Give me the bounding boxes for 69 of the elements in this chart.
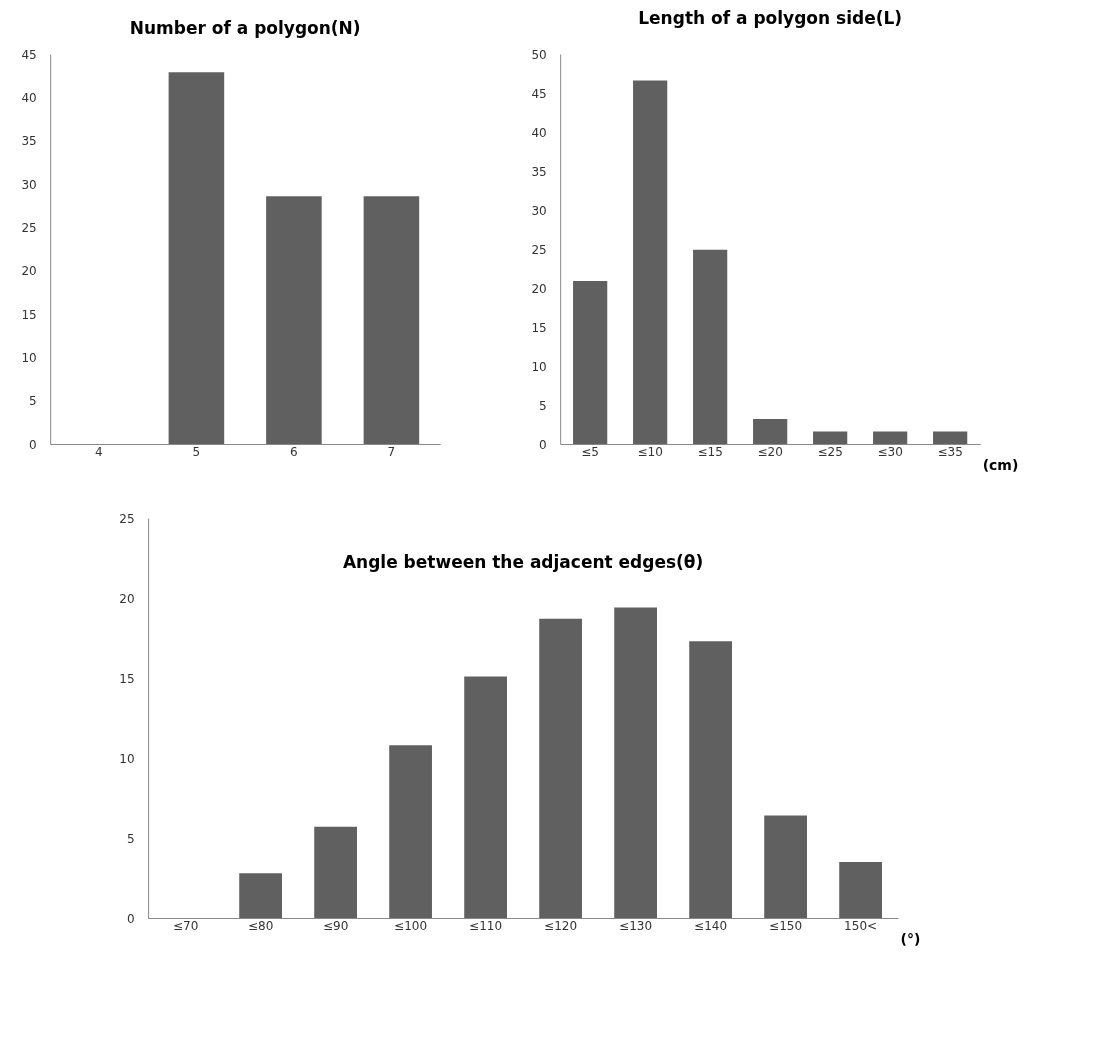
y-tick-label: 30 [21, 177, 37, 192]
y-tick-label: 15 [21, 307, 37, 322]
x-tick-label: ≤70 [172, 918, 199, 933]
text: Angle between the adjacent edges(θ) [342, 552, 704, 572]
y-tick-label: 15 [531, 320, 547, 335]
x-tick-label: ≤35 [937, 444, 963, 459]
y-tick-label: 25 [119, 511, 135, 526]
x-tick-label: ≤150 [769, 918, 803, 933]
y-tick-label: 15 [119, 671, 135, 686]
x-axis-title: (°) [900, 930, 921, 947]
y-tick-label: 5 [29, 394, 37, 409]
bar [464, 676, 507, 918]
x-tick-label: 150< [844, 918, 878, 933]
bar [539, 618, 582, 918]
x-tick-label: ≤80 [247, 918, 274, 933]
y-tick-label: 25 [531, 242, 547, 257]
y-tick-label: 20 [21, 264, 37, 279]
x-tick-label: ≤20 [757, 444, 783, 459]
y-tick-label: 10 [531, 359, 547, 374]
x-tick-label: 6 [290, 444, 298, 459]
y-tick-label: 25 [21, 220, 37, 235]
x-tick-label: ≤15 [697, 444, 723, 459]
y-tick-label: 5 [126, 831, 135, 846]
bar [614, 607, 657, 918]
x-tick-label: ≤30 [877, 444, 903, 459]
y-tick-label: 10 [21, 350, 37, 365]
x-tick-label: ≤130 [619, 918, 653, 933]
bar [573, 280, 608, 444]
x-tick-label: 5 [192, 444, 201, 459]
x-tick-label: ≤120 [544, 918, 578, 933]
bar [753, 419, 788, 444]
y-tick-label: 5 [539, 398, 547, 413]
bar [933, 431, 968, 444]
x-tick-label: ≤140 [694, 918, 728, 933]
x-axis-title: (cm) [982, 456, 1019, 473]
chart-title: Number of a polygon(N) [129, 18, 361, 38]
bar [689, 641, 732, 918]
chart-title: Length of a polygon side(L) [638, 8, 903, 28]
x-tick-label: 4 [95, 444, 103, 459]
y-tick-label: 20 [531, 281, 547, 296]
bar [764, 815, 807, 918]
y-tick-label: 0 [29, 437, 37, 452]
bar [314, 826, 357, 918]
y-tick-label: 45 [21, 47, 37, 62]
y-tick-label: 45 [531, 86, 547, 101]
bar [839, 862, 882, 918]
bar [693, 249, 728, 444]
y-tick-label: 35 [531, 164, 547, 179]
x-tick-label: ≤10 [637, 444, 663, 459]
y-tick-label: 0 [126, 911, 135, 926]
x-tick-label: ≤5 [581, 444, 600, 459]
y-tick-label: 40 [531, 125, 547, 140]
y-tick-label: 0 [539, 437, 547, 452]
bar [873, 431, 908, 444]
bar [633, 80, 668, 444]
y-tick-label: 20 [119, 591, 135, 606]
bar [239, 873, 282, 918]
bar [389, 745, 432, 918]
x-tick-label: ≤25 [817, 444, 843, 459]
y-tick-label: 40 [21, 90, 37, 105]
y-tick-label: 10 [119, 751, 135, 766]
bar [813, 431, 848, 444]
x-tick-label: ≤90 [322, 918, 349, 933]
y-tick-label: 35 [21, 134, 37, 149]
y-tick-label: 50 [531, 47, 547, 62]
x-tick-label: 7 [387, 444, 396, 459]
x-tick-label: ≤100 [394, 918, 428, 933]
y-tick-label: 30 [531, 203, 547, 218]
x-tick-label: ≤110 [469, 918, 503, 933]
